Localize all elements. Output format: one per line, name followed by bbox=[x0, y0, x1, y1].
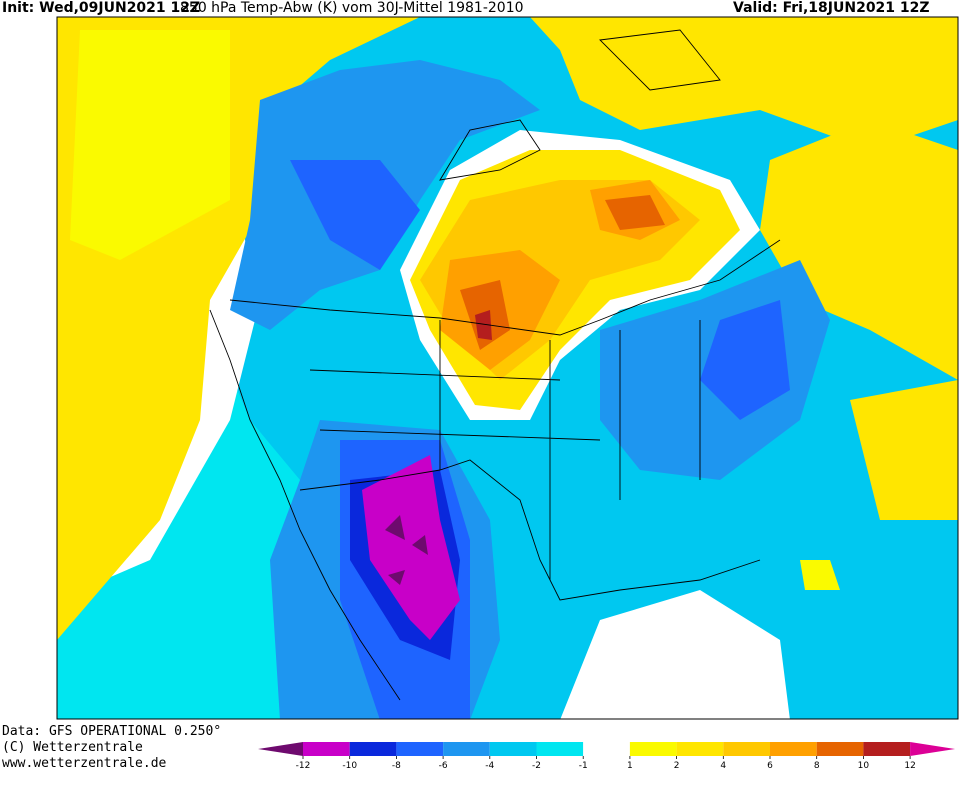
colorbar-tick-label: 10 bbox=[858, 761, 870, 771]
coastline bbox=[209, 309, 401, 701]
colorbar-tick-label: 4 bbox=[720, 761, 726, 771]
colorbar-swatch bbox=[489, 742, 537, 756]
colorbar-tick-label: -1 bbox=[579, 761, 588, 771]
colorbar-swatch bbox=[583, 742, 630, 756]
field-area bbox=[385, 515, 428, 585]
colorbar-swatch bbox=[536, 742, 584, 756]
field-area bbox=[700, 300, 790, 420]
field-area bbox=[290, 160, 420, 270]
colorbar-swatch bbox=[303, 742, 350, 756]
colorbar-swatch bbox=[396, 742, 444, 756]
field-area bbox=[760, 120, 958, 380]
colorbar-end bbox=[910, 742, 956, 756]
colorbar-tick-label: -12 bbox=[296, 761, 311, 771]
map-title: 850 hPa Temp-Abw (K) vom 30J-Mittel 1981… bbox=[180, 0, 524, 16]
map-frame bbox=[56, 16, 959, 720]
colorbar-tick-label: 2 bbox=[674, 761, 680, 771]
lake-outline bbox=[439, 29, 721, 181]
colorbar-tick-label: 6 bbox=[767, 761, 773, 771]
colorbar: -12 -10 -8 -6 -4 -2 -1 1 2 4 6 8 10 12 bbox=[258, 742, 956, 771]
state-lines bbox=[309, 320, 701, 580]
copyright: (C) Wetterzentrale bbox=[2, 740, 143, 755]
field-area bbox=[530, 17, 958, 150]
init-time: Init: Wed,09JUN2021 12Z bbox=[2, 0, 200, 16]
colorbar-swatch bbox=[863, 742, 911, 756]
border-line bbox=[229, 239, 781, 336]
colorbar-tick-label: 8 bbox=[814, 761, 820, 771]
colorbar-swatch bbox=[629, 742, 677, 756]
colorbar-tick-label: 1 bbox=[627, 761, 633, 771]
field-area bbox=[475, 310, 492, 340]
valid-time: Valid: Fri,18JUN2021 12Z bbox=[733, 0, 930, 16]
colorbar-tick-label: -8 bbox=[392, 761, 401, 771]
field-area bbox=[800, 560, 840, 590]
colorbar-tick-label: -4 bbox=[485, 761, 494, 771]
field-area bbox=[560, 590, 790, 719]
colorbar-swatch bbox=[676, 742, 724, 756]
colorbar-swatch bbox=[816, 742, 864, 756]
field-area bbox=[362, 455, 460, 640]
colorbar-swatch bbox=[723, 742, 770, 756]
data-source: Data: GFS OPERATIONAL 0.250° bbox=[2, 724, 221, 739]
colorbar-tick-label: -6 bbox=[439, 761, 448, 771]
colorbar-swatch bbox=[770, 742, 817, 756]
field-area bbox=[605, 195, 665, 230]
field-area bbox=[850, 380, 958, 520]
colorbar-swatch bbox=[349, 742, 397, 756]
border-line bbox=[299, 459, 761, 601]
field-area bbox=[70, 30, 230, 260]
colorbar-tick-label: -2 bbox=[532, 761, 541, 771]
website: www.wetterzentrale.de bbox=[2, 756, 167, 771]
colorbar-tick-label: -10 bbox=[342, 761, 357, 771]
anomaly-map bbox=[56, 16, 959, 720]
colorbar-end bbox=[258, 742, 303, 756]
colorbar-tick-label: 12 bbox=[904, 761, 915, 771]
colorbar-swatch bbox=[443, 742, 490, 756]
